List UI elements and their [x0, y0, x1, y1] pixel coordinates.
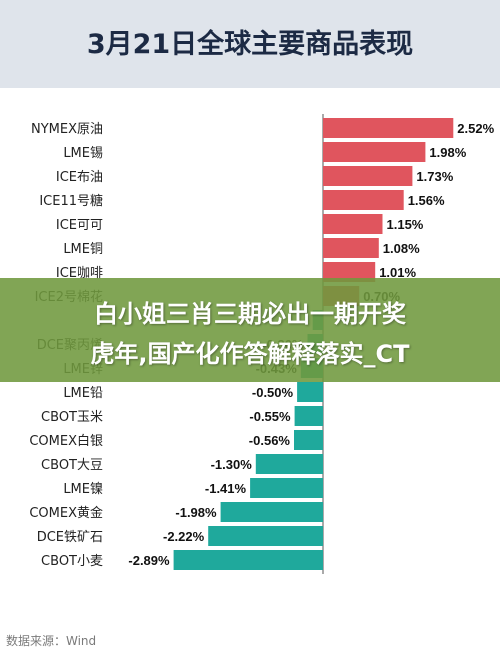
banner-line-1: 白小姐三肖三期必出一期开奖: [94, 300, 406, 328]
data-label: 1.08%: [383, 241, 420, 256]
data-label: -0.50%: [252, 385, 294, 400]
data-label: 2.52%: [457, 121, 494, 136]
category-label: CBOT玉米: [41, 410, 103, 425]
bar: [294, 430, 323, 450]
bar: [173, 550, 323, 570]
data-label: 1.56%: [408, 193, 445, 208]
data-label: -2.89%: [128, 553, 170, 568]
category-label: ICE可可: [56, 218, 103, 233]
bar: [220, 502, 323, 522]
category-label: CBOT小麦: [41, 554, 103, 569]
data-label: 1.15%: [387, 217, 424, 232]
bar: [323, 190, 404, 210]
data-label: -0.56%: [249, 433, 291, 448]
banner-line-2: 虎年,国产化作答解释落实_CT: [90, 340, 410, 368]
source-note: 数据来源：Wind: [6, 634, 97, 648]
bar: [297, 382, 323, 402]
data-label: -0.55%: [249, 409, 291, 424]
category-label: LME铜: [63, 242, 103, 257]
bar: [323, 262, 376, 282]
data-label: 1.98%: [429, 145, 466, 160]
category-label: NYMEX原油: [31, 122, 103, 137]
data-label: 1.73%: [416, 169, 453, 184]
category-label: CBOT大豆: [41, 458, 103, 473]
bar: [323, 214, 383, 234]
data-label: -1.30%: [211, 457, 253, 472]
category-label: ICE咖啡: [56, 266, 103, 281]
header-bar: 3月21日全球主要商品表现: [0, 0, 500, 88]
data-label: -1.98%: [175, 505, 217, 520]
bar: [294, 406, 323, 426]
data-label: -1.41%: [205, 481, 247, 496]
bar: [323, 118, 454, 138]
category-label: ICE11号糖: [39, 193, 103, 209]
bar: [323, 166, 413, 186]
category-label: LME锡: [63, 146, 103, 161]
category-label: COMEX黄金: [29, 505, 103, 521]
category-label: LME镍: [63, 482, 103, 497]
bar: [323, 238, 379, 258]
bar: [323, 142, 426, 162]
category-label: LME铅: [63, 386, 103, 401]
data-label: 1.01%: [379, 265, 416, 280]
chart-title: 3月21日全球主要商品表现: [86, 29, 414, 60]
category-label: COMEX白银: [29, 433, 103, 449]
data-label: -2.22%: [163, 529, 205, 544]
bar: [255, 454, 323, 474]
category-label: ICE布油: [56, 170, 103, 185]
bar: [208, 526, 323, 546]
overlay-banner: 白小姐三肖三期必出一期开奖 虎年,国产化作答解释落实_CT: [0, 278, 500, 382]
bar: [250, 478, 323, 498]
category-label: DCE铁矿石: [37, 530, 103, 545]
